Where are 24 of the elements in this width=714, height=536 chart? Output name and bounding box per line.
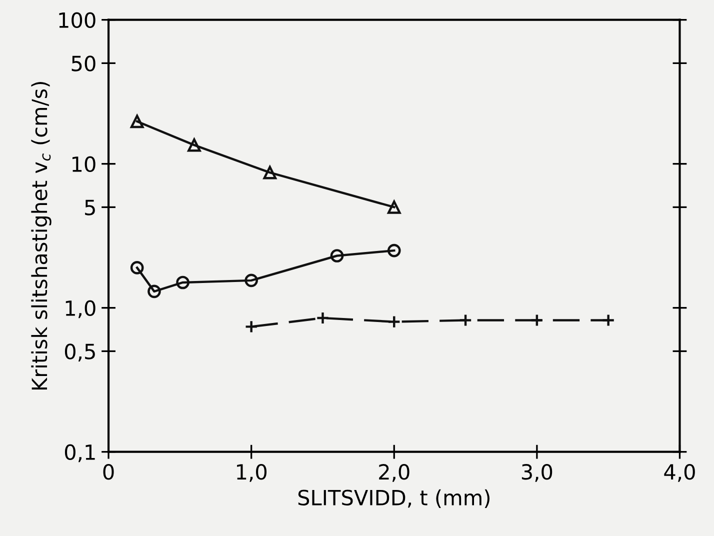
y-tick-label: 0,1 (64, 444, 95, 462)
point (387, 244, 401, 258)
point (130, 261, 144, 274)
y-tick-label: 1,0 (66, 300, 96, 318)
x-tick-label: 1,0 (237, 464, 267, 482)
point (188, 138, 201, 152)
point (130, 114, 144, 128)
x-tick-label: 3,0 (522, 464, 552, 482)
point (176, 276, 190, 290)
x-tick-label: 2,0 (379, 464, 410, 482)
y-tick-label: 100 (59, 12, 96, 28)
x-axis-title: SLITSVIDD, t (mm) (298, 489, 490, 508)
point (263, 166, 277, 180)
point (244, 274, 258, 288)
point (387, 200, 401, 214)
y-tick-label: 50 (72, 56, 96, 72)
y-tick-label: 10 (72, 156, 96, 172)
point (330, 249, 344, 262)
y-axis-title: Kritisk slitshastighet v$_{c}$ (cm/s) (31, 82, 52, 390)
point (148, 284, 161, 298)
y-tick-label: 0,5 (64, 344, 95, 362)
x-tick-label: 4,0 (664, 464, 695, 482)
x-tick-label: 0 (103, 464, 114, 480)
y-tick-label: 5 (85, 200, 95, 216)
